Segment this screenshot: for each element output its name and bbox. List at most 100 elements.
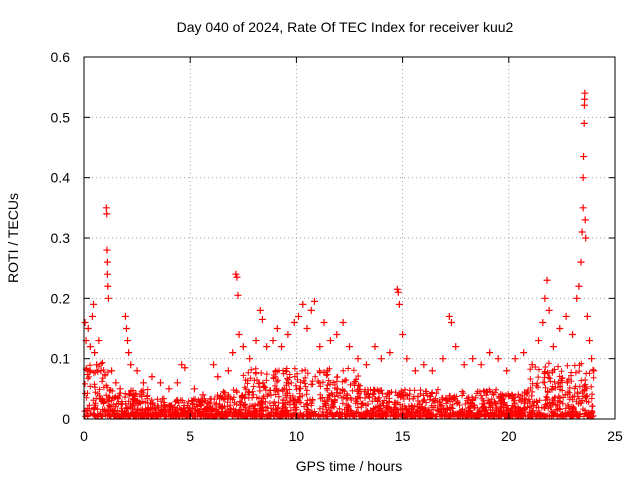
data-point bbox=[256, 306, 264, 314]
data-point bbox=[127, 361, 135, 369]
data-point bbox=[97, 367, 105, 375]
data-point bbox=[541, 294, 549, 302]
data-point bbox=[452, 343, 460, 351]
data-point bbox=[528, 361, 536, 369]
data-point bbox=[234, 291, 242, 299]
y-tick-label: 0.2 bbox=[51, 290, 71, 306]
data-point bbox=[580, 119, 588, 127]
data-point bbox=[252, 337, 260, 345]
data-point bbox=[310, 297, 318, 305]
data-point bbox=[224, 367, 232, 375]
data-point bbox=[214, 373, 222, 381]
data-point bbox=[295, 312, 303, 320]
y-tick-label: 0 bbox=[62, 411, 70, 427]
data-point bbox=[579, 174, 587, 182]
grid-lines bbox=[84, 57, 615, 419]
data-point bbox=[139, 379, 147, 387]
data-point bbox=[235, 331, 243, 339]
data-point bbox=[86, 343, 94, 351]
data-point bbox=[569, 331, 577, 339]
axis-ticks: 0 5 10 15 20 25 0 0.1 0.2 0.3 0.4 0.5 0.6 bbox=[51, 49, 623, 444]
data-point bbox=[104, 282, 112, 290]
data-point bbox=[573, 294, 581, 302]
data-point bbox=[104, 294, 112, 302]
data-point bbox=[556, 325, 564, 332]
data-point bbox=[582, 234, 590, 242]
data-point bbox=[84, 325, 92, 332]
data-point bbox=[326, 337, 334, 345]
data-point bbox=[377, 355, 385, 363]
data-point bbox=[210, 361, 218, 369]
x-tick-label: 0 bbox=[80, 428, 88, 444]
data-point bbox=[133, 367, 141, 375]
data-point bbox=[124, 337, 132, 345]
y-axis-label: ROTI / TECUs bbox=[5, 193, 21, 283]
data-point bbox=[339, 318, 347, 326]
data-point bbox=[447, 318, 455, 326]
data-point bbox=[246, 355, 254, 363]
data-point bbox=[233, 273, 241, 281]
y-tick-label: 0.3 bbox=[51, 230, 71, 246]
data-point bbox=[229, 349, 237, 357]
data-point bbox=[125, 349, 133, 357]
data-point bbox=[469, 355, 477, 363]
data-point bbox=[539, 318, 547, 326]
data-point bbox=[103, 210, 111, 218]
data-point bbox=[263, 343, 271, 351]
data-point bbox=[199, 391, 207, 399]
data-point bbox=[112, 379, 120, 387]
data-point bbox=[102, 204, 110, 212]
data-point bbox=[394, 288, 402, 296]
data-point bbox=[290, 318, 298, 326]
roti-noise-band bbox=[81, 359, 597, 420]
data-point bbox=[258, 315, 266, 323]
data-point bbox=[81, 318, 89, 326]
data-points bbox=[81, 89, 598, 420]
data-point bbox=[316, 343, 324, 351]
data-point bbox=[575, 282, 583, 290]
data-point bbox=[121, 312, 129, 320]
data-point bbox=[103, 258, 111, 266]
x-tick-label: 25 bbox=[607, 428, 623, 444]
data-point bbox=[93, 361, 101, 369]
data-point bbox=[439, 355, 447, 363]
data-point bbox=[588, 355, 596, 363]
data-point bbox=[320, 318, 328, 326]
data-point bbox=[299, 300, 307, 308]
data-point bbox=[411, 367, 419, 375]
data-point bbox=[173, 379, 181, 387]
data-point bbox=[562, 312, 570, 320]
y-tick-label: 0.1 bbox=[51, 351, 71, 367]
data-point bbox=[303, 325, 311, 332]
y-tick-label: 0.4 bbox=[51, 170, 71, 186]
data-point bbox=[239, 343, 247, 351]
data-point bbox=[428, 367, 436, 375]
data-point bbox=[445, 312, 453, 320]
data-point bbox=[362, 361, 370, 369]
noise-markers bbox=[81, 359, 597, 420]
data-point bbox=[88, 312, 96, 320]
data-point bbox=[156, 379, 164, 387]
data-point bbox=[580, 153, 588, 161]
data-point bbox=[371, 343, 379, 351]
data-point bbox=[581, 216, 589, 224]
y-tick-label: 0.6 bbox=[51, 49, 71, 65]
data-point bbox=[486, 349, 494, 357]
data-point bbox=[590, 367, 598, 375]
x-tick-label: 5 bbox=[186, 428, 194, 444]
data-point bbox=[181, 364, 189, 372]
data-point bbox=[122, 325, 130, 332]
data-point bbox=[103, 246, 111, 254]
data-point bbox=[477, 361, 485, 369]
data-point bbox=[386, 349, 394, 357]
data-point bbox=[545, 306, 553, 314]
data-point bbox=[178, 361, 186, 369]
x-tick-label: 15 bbox=[395, 428, 411, 444]
data-point bbox=[232, 270, 240, 278]
x-tick-label: 20 bbox=[501, 428, 517, 444]
data-point bbox=[307, 306, 315, 314]
data-point bbox=[90, 300, 98, 308]
data-point bbox=[586, 337, 594, 345]
data-point bbox=[583, 312, 591, 320]
